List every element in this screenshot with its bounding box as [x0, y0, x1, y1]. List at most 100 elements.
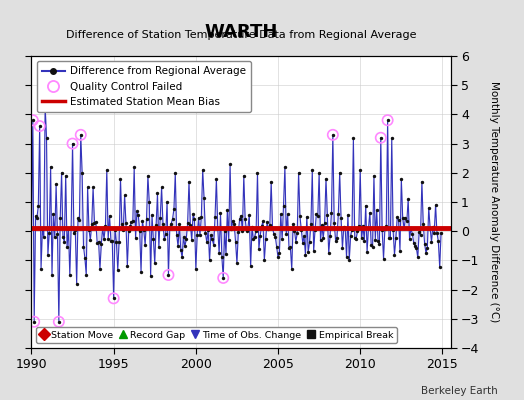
Point [68, 140, 77, 147]
Point [58, 170, 66, 176]
Point [123, 263, 132, 270]
Point [136, 227, 144, 234]
Point [281, 164, 289, 170]
Point [107, 237, 115, 244]
Point [399, 215, 407, 221]
Point [89, 184, 97, 190]
Point [31, 213, 40, 219]
Point [41, 102, 49, 109]
Point [351, 235, 359, 241]
Point [223, 207, 232, 213]
Point [110, 295, 118, 302]
Point [359, 223, 367, 230]
Point [181, 243, 189, 250]
Point [302, 214, 311, 220]
Point [388, 134, 396, 141]
Point [92, 219, 100, 225]
Point [267, 178, 276, 185]
Point [377, 134, 385, 141]
Point [329, 132, 337, 138]
Point [230, 221, 238, 227]
Point [342, 254, 351, 261]
Point [132, 235, 140, 242]
Point [268, 225, 277, 232]
Y-axis label: Monthly Temperature Anomaly Difference (°C): Monthly Temperature Anomaly Difference (… [489, 81, 499, 323]
Point [104, 236, 112, 242]
Point [128, 218, 137, 224]
Point [271, 233, 279, 240]
Point [208, 236, 216, 243]
Point [211, 214, 219, 220]
Point [118, 221, 126, 228]
Point [419, 220, 428, 227]
Point [420, 241, 429, 247]
Point [119, 227, 127, 233]
Point [183, 220, 192, 226]
Point [182, 236, 190, 242]
Point [42, 134, 51, 141]
Point [174, 243, 182, 250]
Point [355, 223, 363, 229]
Point [32, 214, 41, 221]
Point [201, 230, 210, 237]
Point [203, 239, 211, 246]
Point [200, 195, 208, 201]
Point [328, 210, 336, 216]
Point [27, 224, 36, 231]
Point [93, 240, 101, 246]
Point [431, 202, 440, 208]
Point [47, 164, 55, 170]
Point [52, 181, 60, 188]
Point [297, 227, 305, 233]
Point [177, 246, 185, 253]
Point [375, 241, 384, 248]
Point [270, 231, 278, 238]
Point [415, 229, 423, 235]
Point [424, 205, 433, 211]
Point [59, 234, 67, 240]
Point [395, 217, 403, 224]
Point [137, 269, 145, 275]
Point [138, 217, 147, 224]
Point [323, 212, 332, 218]
Point [368, 244, 377, 250]
Point [248, 224, 256, 230]
Point [163, 199, 171, 205]
Point [313, 213, 322, 220]
Point [49, 211, 58, 217]
Point [215, 250, 223, 257]
Point [437, 230, 445, 236]
Point [294, 170, 303, 176]
Point [36, 123, 44, 129]
Point [435, 264, 444, 271]
Point [277, 211, 285, 218]
Point [362, 202, 370, 209]
Point [43, 252, 52, 258]
Point [378, 227, 386, 234]
Point [246, 263, 255, 270]
Point [194, 214, 203, 221]
Point [318, 222, 326, 228]
Point [292, 239, 300, 245]
Point [320, 220, 329, 226]
Point [390, 251, 399, 258]
Point [286, 244, 294, 250]
Point [217, 254, 226, 260]
Point [61, 172, 70, 179]
Point [429, 224, 437, 230]
Point [30, 318, 38, 325]
Point [167, 220, 176, 227]
Point [219, 275, 227, 281]
Point [334, 211, 343, 217]
Point [154, 190, 162, 197]
Point [116, 176, 125, 182]
Point [346, 232, 355, 239]
Point [408, 230, 417, 237]
Point [199, 167, 207, 173]
Point [103, 167, 111, 173]
Point [112, 238, 121, 245]
Point [307, 221, 315, 227]
Point [382, 223, 390, 229]
Point [301, 251, 310, 258]
Point [304, 249, 312, 256]
